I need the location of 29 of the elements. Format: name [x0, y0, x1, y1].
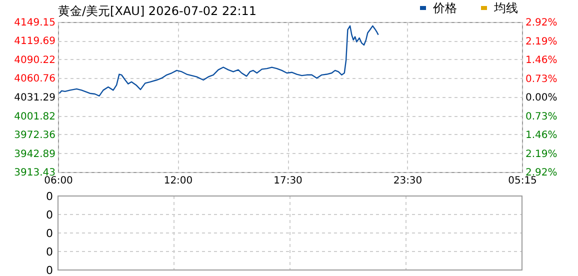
chart-title: 黄金/美元[XAU] 2026-07-02 22:11 [58, 4, 257, 18]
y-tick-label: 4060.76 [14, 74, 56, 85]
text: 0 [46, 264, 53, 276]
y2-tick-label: 0.73% [526, 74, 558, 85]
y-tick-label: 3942.89 [14, 148, 56, 160]
text: 0 [46, 246, 53, 258]
y-tick-label: 4001.82 [14, 111, 56, 122]
y2-tick-label: 2.19% [526, 36, 558, 48]
x-tick-label: 12:00 [164, 176, 193, 186]
text: 0 [46, 227, 53, 240]
y2-tick-label: 1.46% [526, 55, 558, 66]
x-tick-label: 05:15 [508, 176, 537, 186]
text: 0 [46, 208, 53, 222]
y-tick-label: 4031.29 [14, 92, 56, 104]
x-tick-label: 06:00 [44, 176, 73, 186]
y2-tick-label: 0.00% [526, 92, 558, 104]
y-tick-label: 4149.15 [14, 18, 56, 28]
y2-tick-label: 2.92% [526, 18, 558, 28]
y2-tick-label: 0.73% [526, 111, 558, 122]
legend-label: 均线 [493, 1, 518, 15]
y-tick-label: 4090.22 [14, 55, 56, 66]
y2-tick-label: 1.46% [526, 130, 558, 141]
y2-tick-label: 2.19% [526, 148, 558, 160]
x-tick-label: 17:30 [274, 176, 302, 186]
y-tick-label: 4119.69 [14, 36, 56, 48]
x-tick-label: 23:30 [393, 176, 422, 186]
legend-label: 价格 [432, 1, 457, 15]
text: 0 [46, 190, 53, 203]
y-tick-label: 3972.36 [14, 130, 56, 141]
